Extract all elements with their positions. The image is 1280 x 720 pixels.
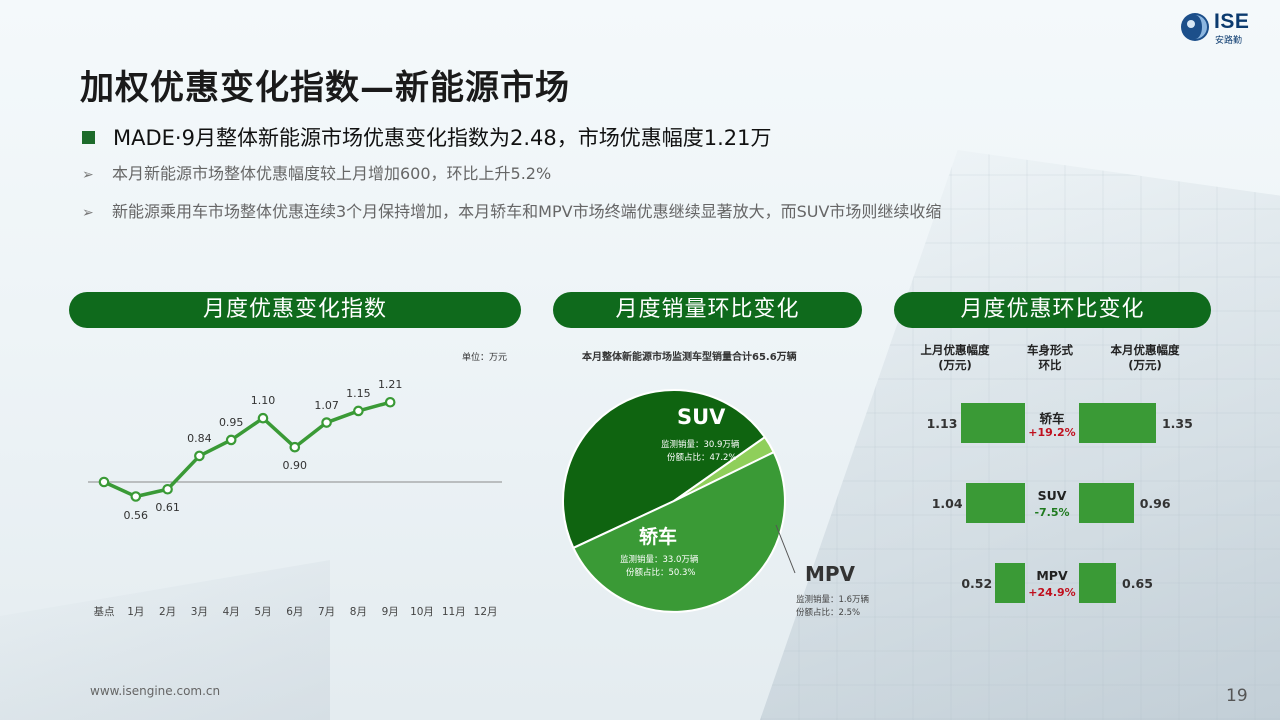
square-bullet-icon <box>82 131 95 144</box>
x-tick-label: 2月 <box>159 606 177 618</box>
header-last-month-line2: (万元) <box>938 358 972 372</box>
pie-sedan-share: 份额占比：50.3% <box>626 568 696 578</box>
last-month-value: 1.13 <box>926 416 958 431</box>
sub-bullet-text: 新能源乘用车市场整体优惠连续3个月保持增加，本月轿车和MPV市场终端优惠继续显著… <box>112 202 942 221</box>
data-label: 0.95 <box>218 415 244 429</box>
data-point <box>194 450 205 462</box>
last-month-value: 0.52 <box>961 576 993 591</box>
pie-sedan-sales: 监测销量：33.0万辆 <box>620 555 699 565</box>
x-tick-label: 7月 <box>318 606 336 618</box>
data-label: 1.21 <box>377 378 403 392</box>
pie-label-sedan: 轿车 <box>639 526 678 548</box>
main-bullet-text: MADE·9月整体新能源市场优惠变化指数为2.48，市场优惠幅度1.21万 <box>113 126 772 150</box>
data-point <box>257 412 269 424</box>
data-label: 0.61 <box>155 501 180 515</box>
this-month-value: 0.96 <box>1139 496 1171 511</box>
main-bullet: MADE·9月整体新能源市场优惠变化指数为2.48，市场优惠幅度1.21万 <box>82 122 771 152</box>
x-tick-label: 6月 <box>286 606 304 618</box>
arrow-bullet-icon: ➢ <box>82 167 94 183</box>
sub-bullet-2: ➢ 新能源乘用车市场整体优惠连续3个月保持增加，本月轿车和MPV市场终端优惠继续显… <box>82 198 941 222</box>
sub-bullet-text: 本月新能源市场整体优惠幅度较上月增加600，环比上升5.2% <box>112 164 552 183</box>
pie-suv-share: 份额占比：47.2% <box>667 453 737 463</box>
this-month-value: 1.35 <box>1161 416 1193 431</box>
pie-label-suv: SUV <box>677 405 726 429</box>
header-this-month-line1: 本月优惠幅度 <box>1110 343 1180 357</box>
ise-logo: ISE 安路勤 <box>1180 10 1256 46</box>
x-tick-label: 8月 <box>349 606 367 618</box>
change-percent: +24.9% <box>1028 586 1076 599</box>
change-percent: -7.5% <box>1034 506 1070 519</box>
data-point <box>384 396 396 408</box>
panel-title-sales-change: 月度销量环比变化 <box>553 292 862 328</box>
chart-unit: 单位：万元 <box>462 353 508 363</box>
x-tick-label: 12月 <box>473 606 498 618</box>
this-month-bar <box>1079 403 1156 443</box>
pie-mpv-sales: 监测销量：1.6万辆 <box>796 595 870 605</box>
data-label: 1.07 <box>314 398 339 412</box>
header-body-type-line1: 车身形式 <box>1027 343 1073 357</box>
header-this-month: 本月优惠幅度 (万元) <box>1100 343 1190 373</box>
header-last-month: 上月优惠幅度 (万元) <box>910 343 1000 373</box>
page-number: 19 <box>1226 686 1248 706</box>
this-month-value: 0.65 <box>1122 576 1153 591</box>
x-tick-label: 10月 <box>410 606 434 618</box>
x-tick-label: 9月 <box>381 606 399 618</box>
this-month-bar <box>1079 563 1117 603</box>
page-title: 加权优惠变化指数—新能源市场 <box>80 68 570 108</box>
this-month-bar <box>1079 483 1134 523</box>
data-point <box>98 476 110 488</box>
header-body-type: 车身形式 环比 <box>1015 343 1085 373</box>
pie-suv-sales: 监测销量：30.9万辆 <box>661 440 740 450</box>
last-month-value: 1.04 <box>931 496 963 511</box>
logo-globe-icon <box>1181 13 1209 41</box>
data-label: 0.84 <box>187 431 212 445</box>
body-type-label: MPV <box>1036 568 1068 583</box>
x-tick-label: 1月 <box>127 606 145 618</box>
logo-subtext: 安路勤 <box>1215 36 1243 46</box>
data-point <box>321 417 332 428</box>
x-tick-label: 3月 <box>190 606 208 618</box>
x-tick-label: 基点 <box>93 606 115 618</box>
pie-mpv-share: 份额占比：2.5% <box>796 608 861 618</box>
last-month-bar <box>965 483 1025 523</box>
header-this-month-line2: (万元) <box>1128 358 1162 372</box>
sub-bullet-1: ➢ 本月新能源市场整体优惠幅度较上月增加600，环比上升5.2% <box>82 160 551 184</box>
arrow-bullet-icon: ➢ <box>82 205 94 221</box>
body-type-label: SUV <box>1037 488 1067 503</box>
x-tick-label: 5月 <box>254 606 272 618</box>
data-label: 0.56 <box>123 508 149 522</box>
pie-caption: 本月整体新能源市场监测车型销量合计65.6万辆 <box>582 352 797 363</box>
x-tick-label: 4月 <box>222 606 240 618</box>
data-label: 1.10 <box>250 394 276 408</box>
pie-slice-2 <box>572 450 786 613</box>
panel-title-monthly-index: 月度优惠变化指数 <box>69 292 521 328</box>
x-tick-label: 11月 <box>441 606 466 618</box>
data-point <box>289 441 301 453</box>
data-label: 1.15 <box>346 386 371 400</box>
header-body-type-line2: 环比 <box>1038 358 1062 372</box>
body-type-label: 轿车 <box>1039 411 1065 426</box>
header-last-month-line1: 上月优惠幅度 <box>920 343 990 357</box>
data-label: 0.90 <box>282 459 308 473</box>
last-month-bar <box>995 563 1025 603</box>
logo-text: ISE <box>1214 10 1250 33</box>
panel-title-discount-change: 月度优惠环比变化 <box>894 292 1211 328</box>
last-month-bar <box>960 403 1025 443</box>
footer-url: www.isengine.com.cn <box>90 684 221 698</box>
mpv-leader-line <box>775 524 796 574</box>
data-point <box>225 434 237 446</box>
pie-label-mpv: MPV <box>805 562 856 586</box>
data-point <box>353 405 364 417</box>
change-percent: +19.2% <box>1028 426 1076 439</box>
data-point <box>130 491 142 502</box>
data-point <box>162 483 173 495</box>
